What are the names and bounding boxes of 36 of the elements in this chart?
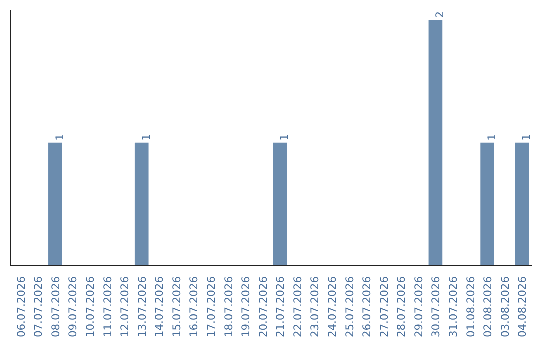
x-tick-label: 24.07.2026 — [326, 276, 339, 338]
x-tick-label: 26.07.2026 — [360, 276, 374, 338]
x-tick-label: 03.08.2026 — [498, 276, 512, 338]
x-tick-label: 16.07.2026 — [188, 276, 201, 338]
x-tick-label: 17.07.2026 — [205, 276, 218, 338]
x-tick-label: 06.07.2026 — [14, 276, 28, 338]
x-tick-label: 22.07.2026 — [291, 276, 304, 338]
x-tick-label: 12.07.2026 — [118, 276, 132, 338]
x-tick-label: 11.07.2026 — [101, 276, 114, 338]
data-label: 1 — [486, 134, 499, 141]
x-tick-label: 14.07.2026 — [153, 276, 166, 338]
x-tick-label: 10.07.2026 — [84, 276, 98, 338]
x-tick-label: 08.07.2026 — [49, 276, 62, 338]
x-tick-label: 19.07.2026 — [240, 276, 253, 338]
x-tick-label: 23.07.2026 — [308, 276, 322, 338]
data-label: 1 — [53, 134, 66, 141]
x-tick-label: 02.08.2026 — [482, 276, 495, 338]
data-label: 1 — [520, 134, 534, 141]
x-tick-label: 25.07.2026 — [343, 276, 356, 338]
x-tick-label: 31.07.2026 — [446, 276, 460, 338]
x-tick-label: 13.07.2026 — [136, 276, 149, 338]
x-tick-label: 09.07.2026 — [66, 276, 80, 338]
x-tick-label: 21.07.2026 — [274, 276, 288, 338]
x-tick-label: 27.07.2026 — [378, 276, 391, 338]
x-tick-label: 07.07.2026 — [32, 276, 46, 338]
data-label: 2 — [434, 12, 447, 18]
x-tick-label: 18.07.2026 — [222, 276, 236, 338]
x-tick-label: 20.07.2026 — [256, 276, 270, 338]
x-tick-label: 01.08.2026 — [464, 276, 478, 338]
x-tick-label: 30.07.2026 — [430, 276, 443, 338]
x-tick-label: 04.08.2026 — [516, 276, 530, 338]
x-tick-label: 28.07.2026 — [395, 276, 408, 338]
data-label: 1 — [278, 134, 292, 141]
x-tick-label: 29.07.2026 — [412, 276, 426, 338]
x-tick-label: 15.07.2026 — [170, 276, 184, 338]
data-label: 1 — [140, 134, 153, 141]
